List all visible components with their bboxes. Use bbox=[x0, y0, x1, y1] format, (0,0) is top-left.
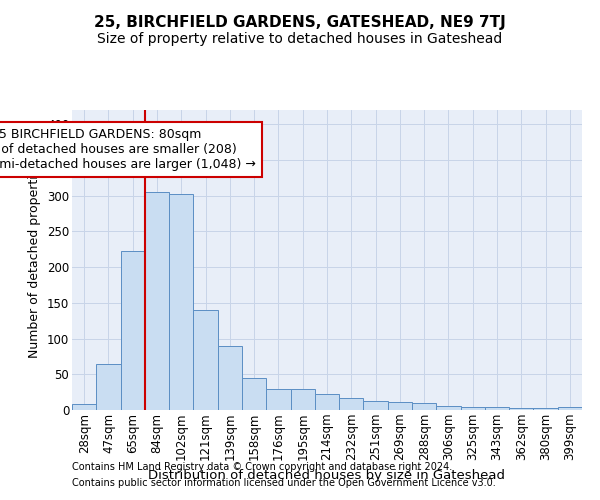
Text: Contains public sector information licensed under the Open Government Licence v3: Contains public sector information licen… bbox=[72, 478, 496, 488]
Bar bbox=[364, 400, 388, 410]
Bar bbox=[339, 398, 364, 410]
Bar bbox=[485, 407, 509, 410]
Bar bbox=[533, 408, 558, 410]
Bar bbox=[436, 406, 461, 410]
Text: Contains HM Land Registry data © Crown copyright and database right 2024.: Contains HM Land Registry data © Crown c… bbox=[72, 462, 452, 472]
Bar bbox=[96, 364, 121, 410]
Text: Size of property relative to detached houses in Gateshead: Size of property relative to detached ho… bbox=[97, 32, 503, 46]
Bar bbox=[121, 252, 145, 410]
Bar bbox=[145, 192, 169, 410]
Bar bbox=[461, 407, 485, 410]
Bar bbox=[169, 194, 193, 410]
Bar bbox=[509, 408, 533, 410]
Y-axis label: Number of detached properties: Number of detached properties bbox=[28, 162, 41, 358]
Bar bbox=[290, 388, 315, 410]
Bar bbox=[315, 394, 339, 410]
Bar bbox=[412, 403, 436, 410]
Bar bbox=[388, 402, 412, 410]
Bar bbox=[558, 407, 582, 410]
Bar bbox=[72, 404, 96, 410]
Bar bbox=[218, 346, 242, 410]
Text: 25, BIRCHFIELD GARDENS, GATESHEAD, NE9 7TJ: 25, BIRCHFIELD GARDENS, GATESHEAD, NE9 7… bbox=[94, 15, 506, 30]
Bar bbox=[242, 378, 266, 410]
Text: 25 BIRCHFIELD GARDENS: 80sqm
← 16% of detached houses are smaller (208)
82% of s: 25 BIRCHFIELD GARDENS: 80sqm ← 16% of de… bbox=[0, 128, 256, 171]
Bar bbox=[193, 310, 218, 410]
Bar bbox=[266, 388, 290, 410]
X-axis label: Distribution of detached houses by size in Gateshead: Distribution of detached houses by size … bbox=[149, 468, 505, 481]
